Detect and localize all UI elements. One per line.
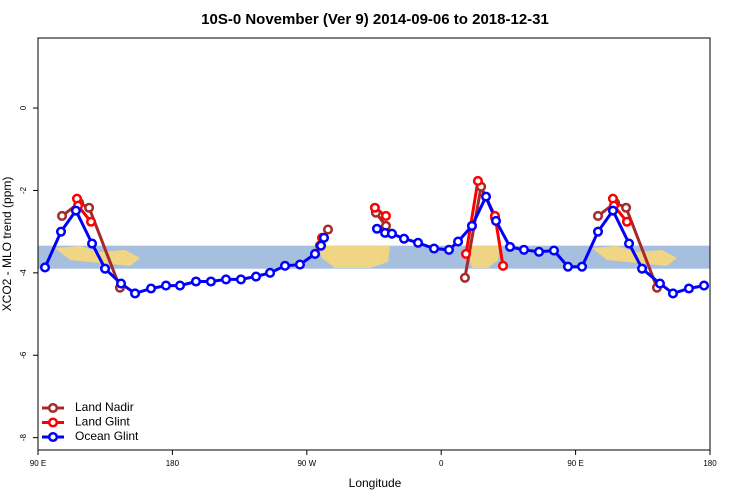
point — [480, 191, 492, 202]
point — [624, 238, 635, 249]
series-line — [61, 181, 659, 289]
point — [497, 260, 509, 271]
point — [413, 237, 424, 248]
point — [698, 280, 710, 291]
point — [294, 259, 305, 270]
point — [145, 283, 157, 294]
y-tick-label: -8 — [19, 434, 28, 442]
point — [576, 261, 588, 272]
x-axis-label: Longitude — [349, 476, 402, 490]
point — [548, 245, 559, 256]
point — [667, 288, 679, 299]
x-tick-label: 90 E — [30, 459, 46, 468]
point — [100, 263, 111, 274]
point — [654, 278, 666, 289]
point — [85, 216, 97, 227]
point — [472, 175, 483, 187]
point — [84, 202, 95, 213]
point — [504, 241, 516, 252]
point — [235, 274, 246, 285]
point — [70, 205, 81, 216]
point — [250, 271, 262, 282]
point — [459, 272, 470, 283]
legend-marker — [47, 417, 59, 428]
x-tick-label: 180 — [166, 459, 180, 468]
y-tick-label: -2 — [19, 186, 28, 194]
point — [621, 216, 633, 227]
point — [683, 283, 694, 294]
chart-title: 10S-0 November (Ver 9) 2014-09-06 to 201… — [201, 11, 549, 28]
legend-label: Land Nadir — [75, 400, 134, 414]
point — [562, 261, 574, 272]
point — [428, 243, 440, 254]
y-tick-label: -4 — [19, 269, 28, 277]
point — [174, 280, 186, 291]
legend-label: Land Glint — [75, 415, 130, 429]
x-tick-label: 90 E — [567, 459, 583, 468]
point — [621, 202, 632, 213]
point — [371, 223, 383, 234]
point — [369, 202, 380, 213]
y-tick-label: 0 — [19, 105, 28, 110]
plot-frame — [37, 37, 711, 451]
point — [309, 248, 321, 259]
point — [190, 276, 202, 287]
point — [265, 267, 276, 278]
point — [322, 224, 334, 235]
point — [607, 205, 618, 216]
point — [130, 288, 141, 299]
point — [315, 240, 327, 251]
point — [220, 274, 232, 285]
point — [160, 280, 172, 291]
legend-marker — [47, 431, 59, 443]
point — [466, 220, 478, 231]
land-shape — [318, 246, 390, 268]
point — [87, 238, 98, 249]
point — [637, 263, 648, 274]
point — [380, 210, 391, 222]
point — [398, 233, 410, 244]
point — [279, 260, 291, 271]
x-tick-label: 90 W — [297, 459, 316, 468]
legend-label: Ocean Glint — [75, 429, 139, 443]
point — [318, 232, 330, 243]
point — [56, 210, 68, 222]
point — [592, 210, 604, 222]
x-tick-label: 0 — [439, 459, 444, 468]
point — [115, 278, 127, 289]
point — [533, 246, 545, 257]
point — [205, 276, 216, 287]
point — [460, 248, 472, 259]
y-axis-label: XCO2 - MLO trend (ppm) — [0, 177, 14, 312]
point — [386, 228, 397, 239]
legend-marker — [47, 402, 59, 414]
point — [592, 226, 604, 237]
y-tick-label: -6 — [19, 351, 28, 359]
land-shape — [466, 246, 500, 268]
point — [453, 236, 464, 247]
point — [518, 244, 529, 255]
point — [39, 262, 51, 273]
x-tick-label: 180 — [703, 459, 717, 468]
point — [443, 244, 455, 255]
point — [55, 226, 67, 237]
point — [490, 215, 502, 226]
